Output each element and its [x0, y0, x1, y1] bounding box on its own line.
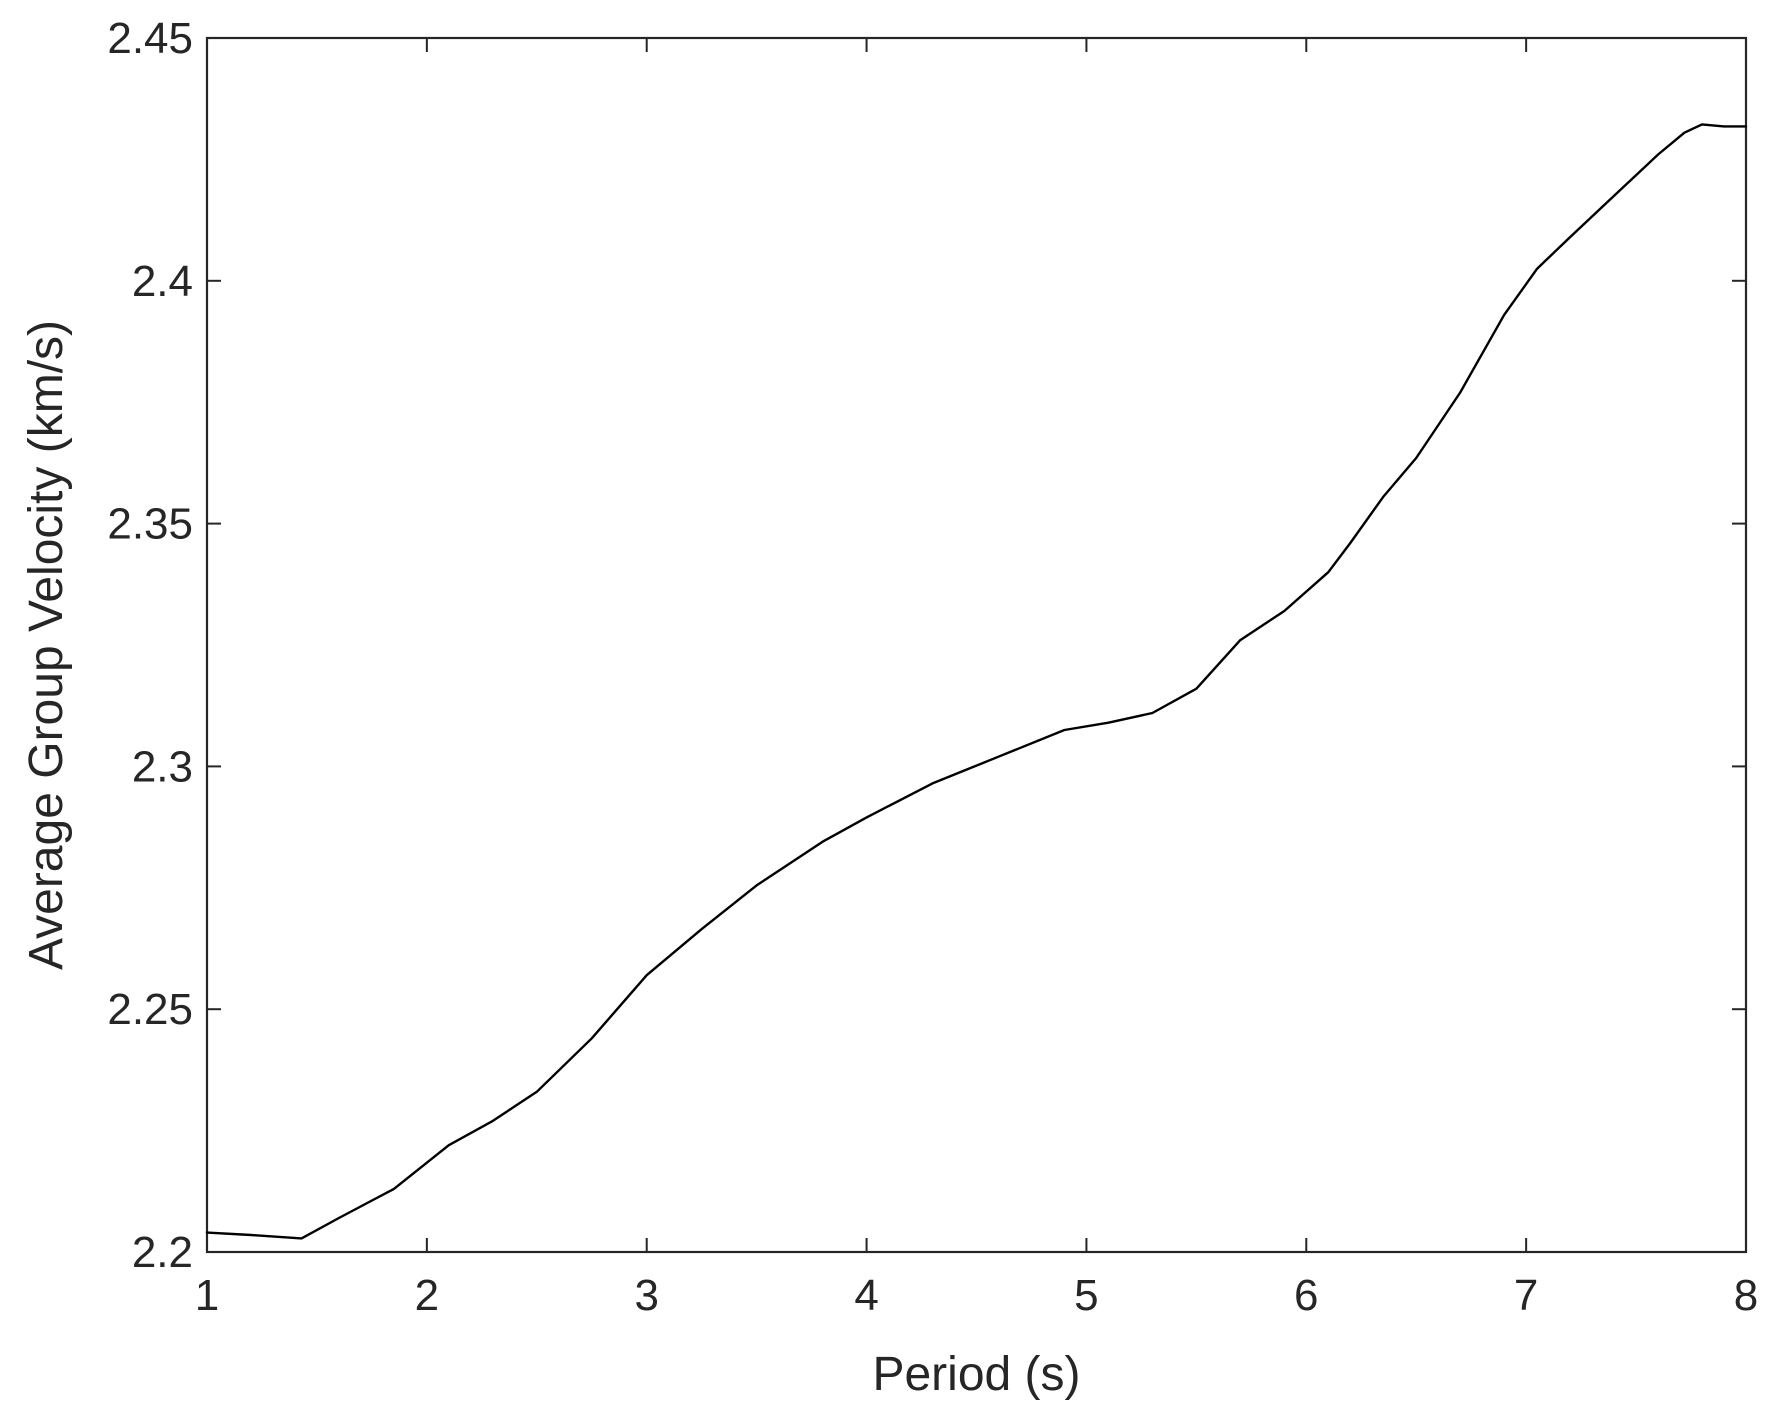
x-axis-label: Period (s) [872, 1348, 1080, 1401]
x-tick-label: 4 [854, 1271, 878, 1320]
series-line [205, 123, 1748, 1240]
x-tick-label: 6 [1294, 1271, 1318, 1320]
x-tick-label: 5 [1074, 1271, 1098, 1320]
x-tick-label: 3 [634, 1271, 658, 1320]
x-tick-label: 8 [1734, 1271, 1758, 1320]
y-tick-label: 2.2 [132, 1228, 193, 1277]
y-tick-label: 2.3 [132, 742, 193, 791]
tick-labels: 1 2 3 4 5 6 7 8 2.2 2.25 2.3 2.35 2.4 2.45 [107, 14, 1758, 1320]
axes-box [205, 36, 1748, 1254]
plot-area [205, 36, 1748, 1254]
y-tick-label: 2.35 [107, 500, 193, 549]
x-tick-label: 2 [415, 1271, 439, 1320]
y-tick-label: 2.45 [107, 14, 193, 63]
y-tick-label: 2.4 [132, 257, 193, 306]
y-tick-label: 2.25 [107, 985, 193, 1034]
x-tick-label: 1 [195, 1271, 219, 1320]
y-axis-label: Average Group Velocity (km/s) [20, 320, 73, 970]
tick-marks [206, 37, 1747, 1253]
x-tick-label: 7 [1514, 1271, 1538, 1320]
